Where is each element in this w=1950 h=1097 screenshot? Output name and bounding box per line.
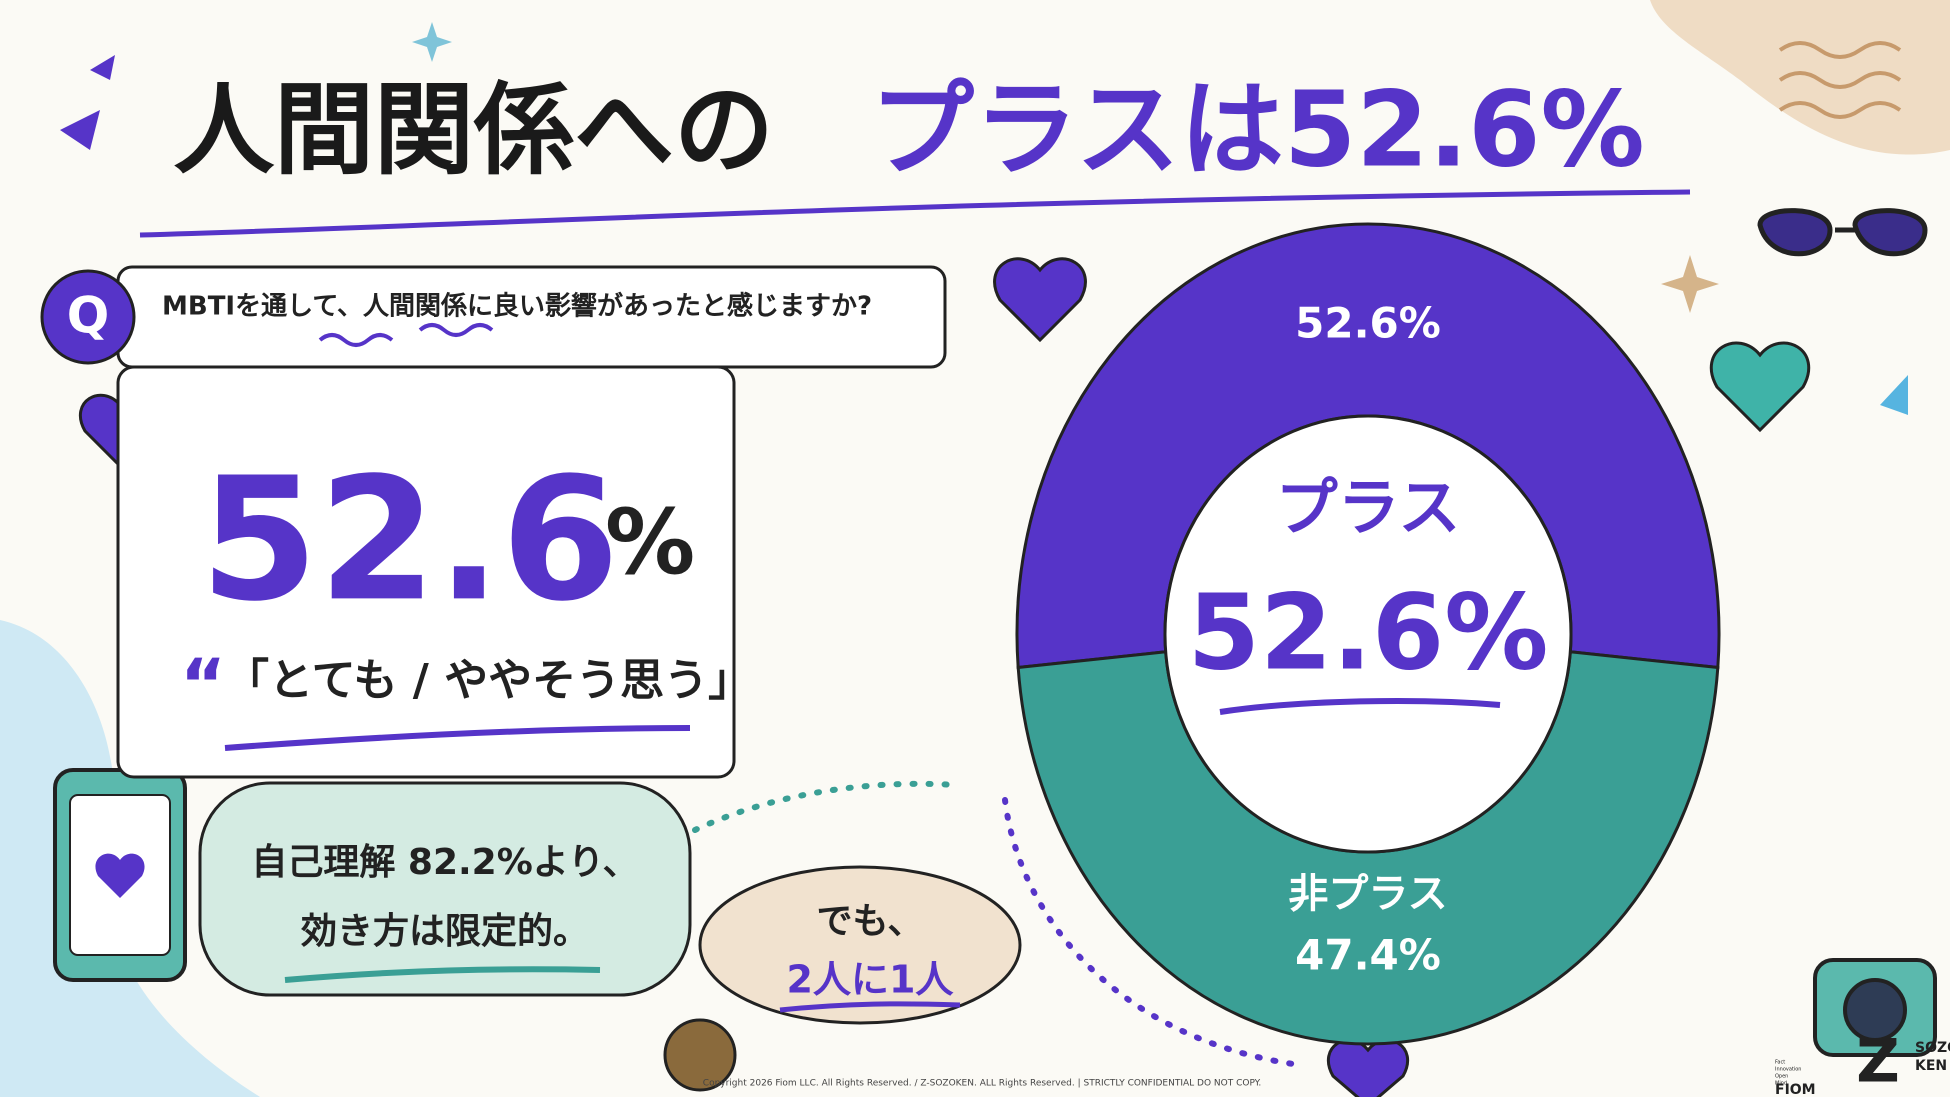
dotted-arrow bbox=[1002, 797, 1303, 1068]
stat-value: 52.6 bbox=[200, 441, 619, 639]
question-text: MBTIを通して、人間関係に良い影響があったと感じますか? bbox=[162, 291, 872, 322]
note-line: 自己理解 82.2%より、 bbox=[251, 842, 638, 883]
logo-sozo: SOZO bbox=[1915, 1040, 1950, 1056]
title-underline bbox=[139, 189, 1691, 238]
logo-z: Z bbox=[1856, 1027, 1900, 1097]
center-category: プラス bbox=[1276, 471, 1461, 544]
quote-mark: “ bbox=[180, 644, 226, 726]
segment-value-label: 47.4% bbox=[1295, 931, 1441, 980]
camera-lens bbox=[1843, 978, 1907, 1042]
heart bbox=[95, 853, 145, 898]
dotted-arrow bbox=[692, 780, 958, 833]
center-underline bbox=[1219, 697, 1501, 715]
logo-ken: KEN bbox=[1915, 1058, 1947, 1074]
donut-hole bbox=[1163, 414, 1573, 854]
sparkle bbox=[1661, 255, 1719, 313]
triangle-decoration bbox=[1880, 375, 1908, 415]
logo-fiom: FIOM bbox=[1775, 1082, 1816, 1097]
segment-value-label: 52.6% bbox=[1295, 299, 1441, 348]
question-squiggle bbox=[318, 323, 494, 347]
stat-card bbox=[116, 365, 736, 779]
title-highlight: プラスは52.6% bbox=[870, 68, 1645, 190]
note-underline bbox=[284, 966, 601, 983]
center-value: 52.6% bbox=[1188, 571, 1549, 693]
stat-underline bbox=[224, 725, 691, 751]
note-line: 効き方は限定的。 bbox=[301, 911, 589, 952]
aside-underline bbox=[779, 1001, 961, 1013]
logo-sub: Innovation bbox=[1775, 1067, 1801, 1073]
wave-decoration bbox=[1778, 41, 1902, 119]
question-mark: Q bbox=[67, 287, 110, 345]
heart bbox=[1326, 1038, 1410, 1097]
segment-category-label: 非プラス bbox=[1288, 871, 1447, 917]
aside-line: でも、 bbox=[817, 901, 924, 942]
aside-line: 2人に1人 bbox=[787, 958, 955, 1002]
donut-chart bbox=[1015, 222, 1721, 1046]
note-bubble bbox=[198, 781, 692, 997]
logo-sub: Open bbox=[1775, 1074, 1788, 1080]
stat-unit: % bbox=[605, 490, 695, 595]
triangle-decoration bbox=[60, 55, 115, 150]
bg-blob bbox=[1650, 0, 1950, 155]
stat-quote: 「とても / ややそう思う」 bbox=[225, 655, 752, 706]
character-icon bbox=[663, 1018, 737, 1092]
question-badge bbox=[40, 269, 136, 365]
heart bbox=[993, 257, 1087, 343]
aside-bubble bbox=[698, 865, 1022, 1025]
sparkle bbox=[412, 22, 452, 62]
copyright: Copyright 2026 Fiom LLC. All Rights Rese… bbox=[703, 1079, 1261, 1089]
title-lead: 人間関係への bbox=[174, 71, 774, 188]
logo-sub: Mind bbox=[1775, 1081, 1787, 1087]
sunglasses bbox=[1757, 208, 1928, 257]
logo-sub: Fact bbox=[1775, 1060, 1785, 1066]
donut-labels: 52.6% プラス 52.6% 非プラス 47.4% bbox=[1188, 299, 1549, 980]
heart bbox=[1709, 341, 1811, 433]
